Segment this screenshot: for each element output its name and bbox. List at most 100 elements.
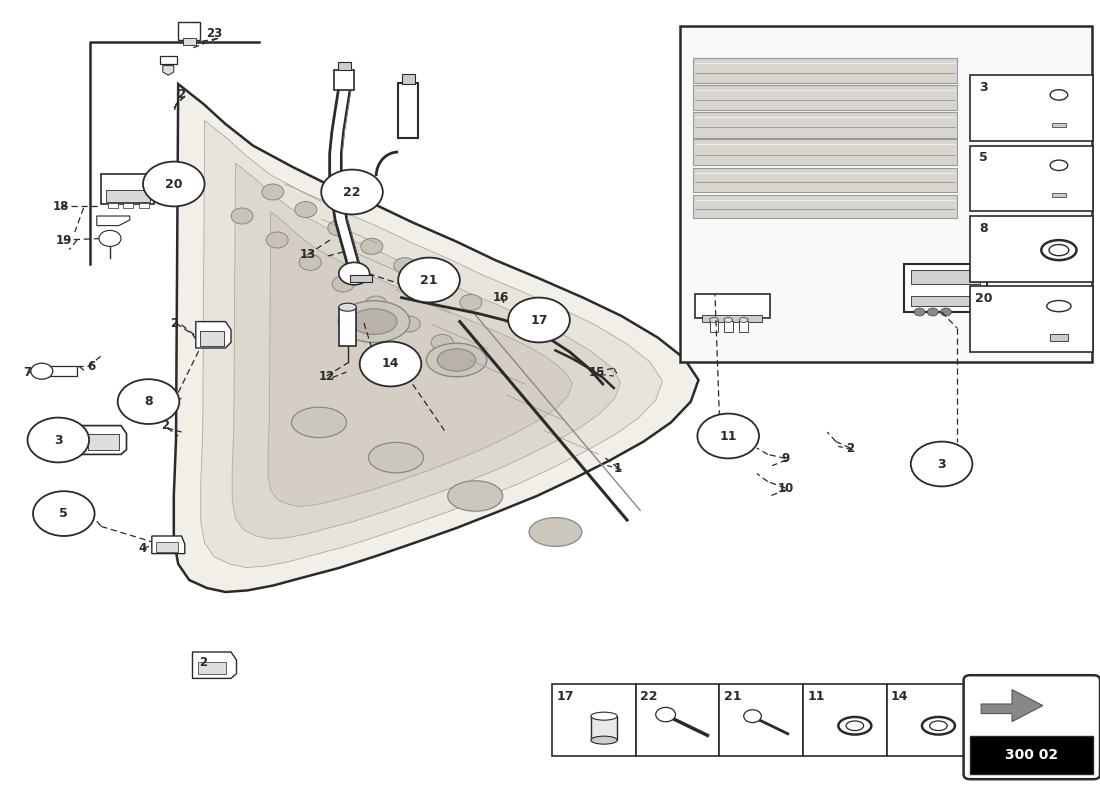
Ellipse shape xyxy=(438,349,475,371)
Ellipse shape xyxy=(710,318,718,322)
Bar xyxy=(79,429,85,435)
Bar xyxy=(970,75,1093,141)
Circle shape xyxy=(927,308,938,316)
Circle shape xyxy=(28,418,89,462)
Polygon shape xyxy=(232,163,620,539)
Text: 2: 2 xyxy=(177,88,186,101)
Circle shape xyxy=(361,238,383,254)
FancyBboxPatch shape xyxy=(964,675,1100,779)
Text: 15: 15 xyxy=(590,366,605,378)
Bar xyxy=(338,62,351,70)
Bar xyxy=(108,203,118,208)
Circle shape xyxy=(365,296,387,312)
Text: 20: 20 xyxy=(975,292,992,305)
Text: 18: 18 xyxy=(53,200,68,213)
Bar xyxy=(552,684,636,756)
Text: 9: 9 xyxy=(781,452,790,465)
Bar xyxy=(695,294,770,318)
Bar xyxy=(402,74,415,84)
Text: 20: 20 xyxy=(165,178,183,190)
Bar xyxy=(970,146,1093,211)
Circle shape xyxy=(339,262,370,285)
Bar xyxy=(1050,334,1068,341)
Bar xyxy=(79,442,85,448)
Text: 17: 17 xyxy=(530,314,548,326)
Bar xyxy=(160,56,177,64)
Ellipse shape xyxy=(1050,90,1068,100)
Ellipse shape xyxy=(448,481,503,511)
Circle shape xyxy=(914,308,925,316)
Bar xyxy=(693,168,957,192)
Ellipse shape xyxy=(529,518,582,546)
Circle shape xyxy=(321,170,383,214)
Text: 3: 3 xyxy=(54,434,63,446)
Circle shape xyxy=(431,334,453,350)
Bar xyxy=(198,662,226,674)
Bar xyxy=(911,270,980,284)
Bar xyxy=(339,307,356,346)
Circle shape xyxy=(266,232,288,248)
Text: 2: 2 xyxy=(169,317,178,330)
Circle shape xyxy=(99,230,121,246)
Bar xyxy=(693,139,957,165)
Text: 8: 8 xyxy=(144,395,153,408)
Bar xyxy=(106,190,150,202)
Bar xyxy=(123,203,133,208)
Ellipse shape xyxy=(846,721,864,730)
Text: 6: 6 xyxy=(87,360,96,373)
Text: 21: 21 xyxy=(420,274,438,286)
Bar xyxy=(904,264,987,312)
Bar xyxy=(710,321,718,332)
Circle shape xyxy=(744,710,761,722)
Ellipse shape xyxy=(739,318,748,322)
Polygon shape xyxy=(268,212,572,506)
Text: 5: 5 xyxy=(979,151,988,164)
Bar xyxy=(591,716,617,740)
Circle shape xyxy=(508,298,570,342)
Ellipse shape xyxy=(1050,160,1068,170)
Bar xyxy=(46,366,77,376)
Bar xyxy=(680,26,1092,362)
Bar xyxy=(739,321,748,332)
Bar xyxy=(693,195,957,218)
Ellipse shape xyxy=(591,712,617,720)
Ellipse shape xyxy=(339,301,409,342)
Bar xyxy=(1053,123,1066,127)
Text: 5: 5 xyxy=(59,507,68,520)
Circle shape xyxy=(31,363,53,379)
Text: 12: 12 xyxy=(319,370,334,382)
Bar xyxy=(156,542,178,552)
Circle shape xyxy=(299,254,321,270)
Circle shape xyxy=(460,294,482,310)
Circle shape xyxy=(394,258,416,274)
Text: 2: 2 xyxy=(199,656,208,669)
Circle shape xyxy=(332,276,354,292)
Circle shape xyxy=(427,276,449,292)
Bar xyxy=(636,684,719,756)
Bar xyxy=(693,58,957,83)
Polygon shape xyxy=(152,536,185,554)
Ellipse shape xyxy=(724,318,733,322)
Bar xyxy=(350,275,372,282)
Circle shape xyxy=(656,707,675,722)
Bar xyxy=(970,286,1093,352)
Bar xyxy=(178,22,200,40)
Circle shape xyxy=(33,491,95,536)
Bar xyxy=(911,296,980,306)
Circle shape xyxy=(118,379,179,424)
Ellipse shape xyxy=(591,736,617,744)
Circle shape xyxy=(262,184,284,200)
Bar xyxy=(1053,194,1066,198)
Circle shape xyxy=(398,316,420,332)
Text: 300 02: 300 02 xyxy=(1005,748,1058,762)
Text: 2: 2 xyxy=(161,419,169,432)
Polygon shape xyxy=(981,690,1043,722)
Text: 23: 23 xyxy=(207,27,222,40)
Circle shape xyxy=(143,162,205,206)
Text: 2: 2 xyxy=(846,442,855,454)
Circle shape xyxy=(295,202,317,218)
Ellipse shape xyxy=(1042,240,1077,260)
Polygon shape xyxy=(163,66,174,75)
Bar xyxy=(334,70,354,90)
Circle shape xyxy=(697,414,759,458)
